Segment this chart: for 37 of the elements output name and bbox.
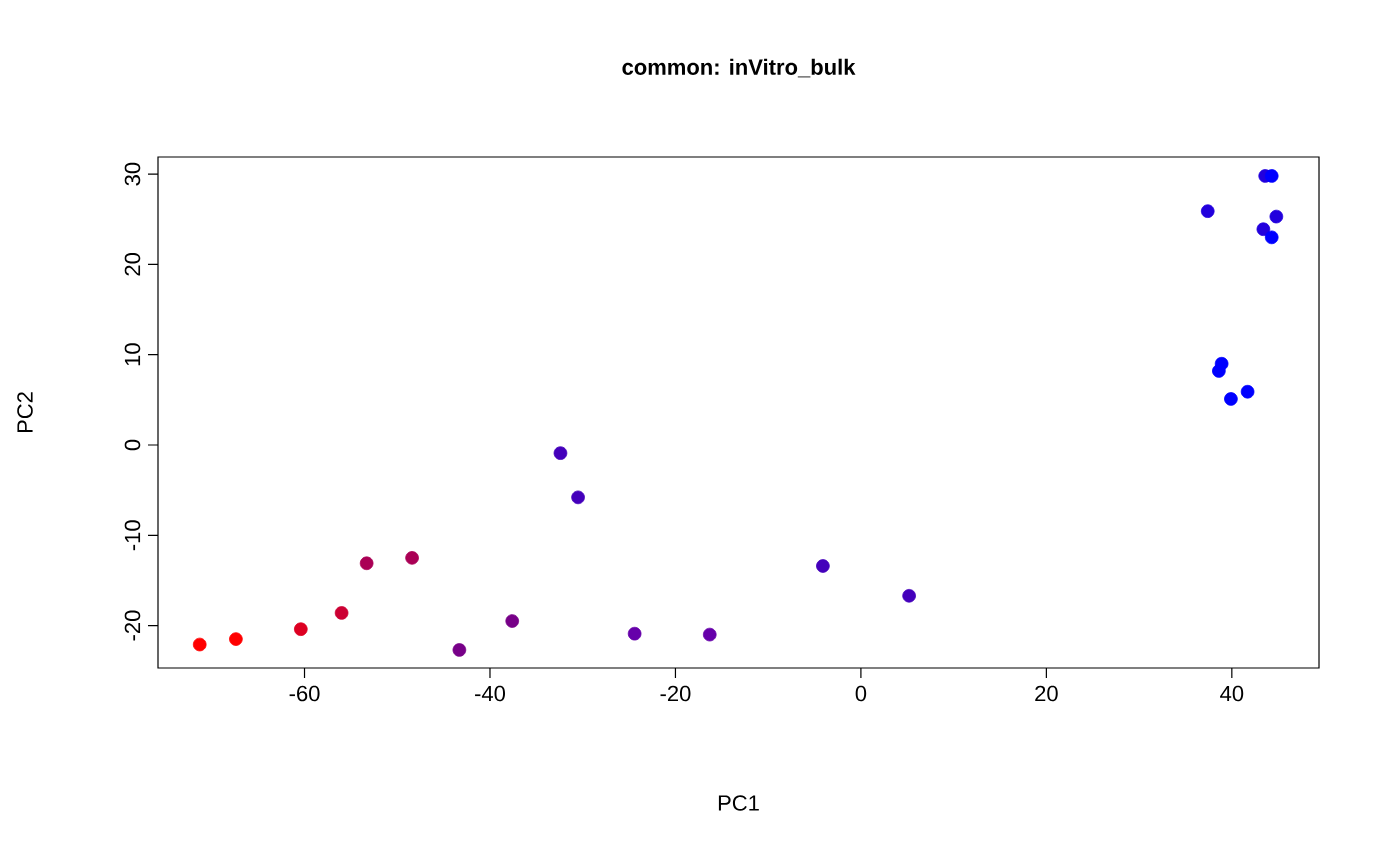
y-tick-label: 10	[124, 343, 141, 366]
point	[553, 446, 568, 460]
point	[902, 588, 916, 603]
x-tick-label: -20	[660, 685, 691, 702]
point	[1256, 222, 1271, 237]
point	[1269, 209, 1284, 224]
x-tick-label: 40	[1220, 685, 1244, 702]
point	[627, 626, 642, 641]
y-tick-label: 0	[124, 439, 141, 451]
point	[1264, 169, 1279, 183]
y-tick-label: 30	[124, 162, 141, 186]
y-axis-title: PC2	[17, 392, 33, 433]
point	[505, 614, 520, 628]
point	[1224, 392, 1238, 406]
point	[192, 637, 207, 652]
x-tick-label: 0	[855, 685, 867, 702]
x-tick-label: -60	[289, 685, 320, 702]
point	[1240, 384, 1255, 399]
point	[702, 627, 717, 642]
chart-title: common: inVitro_bulk	[622, 58, 856, 78]
point	[1264, 230, 1279, 245]
y-tick-label: 20	[124, 253, 141, 276]
point	[816, 559, 830, 573]
point	[359, 556, 374, 571]
y-tick-label: -10	[124, 520, 141, 551]
point	[405, 551, 419, 565]
point	[294, 622, 308, 636]
point	[1214, 356, 1229, 371]
point	[334, 606, 349, 620]
point	[571, 490, 585, 505]
y-tick-label: -20	[124, 610, 141, 641]
point	[1200, 204, 1215, 218]
x-axis-title: PC1	[718, 795, 759, 811]
x-tick-label: -40	[475, 685, 506, 702]
x-tick-label: 20	[1035, 685, 1058, 702]
point	[229, 632, 243, 646]
point	[452, 643, 467, 657]
